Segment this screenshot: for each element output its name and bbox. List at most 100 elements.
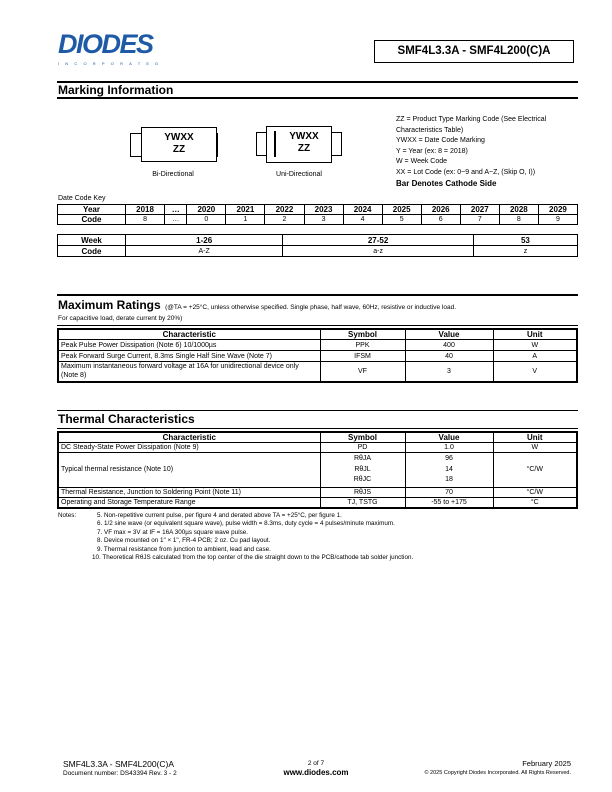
marking-legend: ZZ = Product Type Marking Code (See Elec…	[396, 115, 546, 189]
col-header: Characteristic	[57, 431, 321, 443]
value: 70	[404, 486, 494, 498]
cell: 2021	[225, 204, 266, 215]
cell: 8	[498, 214, 539, 225]
footer-part: SMF4L3.3A - SMF4L200(C)A	[63, 759, 175, 769]
cell: 2027	[459, 204, 500, 215]
footer-page: 2 of 7	[307, 760, 325, 767]
cell: 2025	[381, 204, 422, 215]
value: 1.0	[404, 442, 494, 453]
section-divider	[57, 410, 578, 411]
section-divider	[57, 428, 578, 429]
date-code-key-label: Date Code Key	[58, 195, 106, 202]
characteristic: Peak Pulse Power Dissipation (Note 6) 10…	[57, 339, 321, 351]
cell: 1-26	[124, 234, 284, 246]
value-line: 18	[445, 476, 453, 483]
note-item: 5. Non-repetitive current pulse, per fig…	[97, 512, 342, 519]
thermal-heading: Thermal Characteristics	[58, 412, 195, 426]
footer-url[interactable]: www.diodes.com	[283, 768, 349, 777]
value: -55 to +175	[404, 496, 494, 508]
note-item: 8. Device mounted on 1" × 1", FR-4 PCB; …	[97, 537, 271, 545]
cell: 7	[459, 214, 500, 225]
col-header: Unit	[492, 328, 578, 340]
max-ratings-condition: (@TA = +25°C, unless otherwise specified…	[165, 304, 457, 311]
cell: 1	[225, 214, 266, 225]
value-line: 14	[445, 465, 453, 473]
table-row: DC Steady-State Power Dissipation (Note …	[57, 442, 578, 453]
cell: 4	[342, 214, 383, 225]
cell: 27-52	[282, 234, 474, 246]
cell: …	[164, 214, 188, 225]
legend-line: Characteristics Table)	[396, 126, 464, 134]
cell: 2023	[303, 204, 344, 215]
row-label: Year	[57, 204, 126, 215]
logo-subtext: INCORPORATED	[58, 61, 165, 66]
logo-text: DIODES	[58, 29, 154, 59]
section-divider	[57, 81, 578, 83]
table-row: Thermal Resistance, Junction to Solderin…	[57, 486, 578, 498]
characteristic: Operating and Storage Temperature Range	[57, 496, 321, 508]
cell: a-z	[282, 245, 474, 257]
cell: z	[472, 245, 579, 257]
value: 96 14 18	[404, 452, 494, 488]
cell: A-Z	[124, 245, 284, 257]
cell: 8	[124, 214, 166, 225]
marking-line1: YWXX	[289, 131, 319, 142]
legend-line: W = Week Code	[396, 158, 448, 165]
section-divider	[57, 294, 578, 296]
uni-directional-caption: Uni-Directional	[276, 171, 322, 178]
cell: 0	[186, 214, 227, 225]
row-label: Code	[57, 214, 126, 225]
symbol-line: RθJL	[354, 465, 371, 473]
marking-line2: ZZ	[172, 144, 186, 155]
table-row: Peak Pulse Power Dissipation (Note 6) 10…	[57, 339, 578, 351]
symbol-line: RθJA	[353, 455, 372, 462]
col-header: Unit	[492, 431, 578, 443]
header-row: Characteristic Symbol Value Unit	[57, 431, 578, 443]
notes-label: Notes:	[58, 512, 77, 519]
footer-left: SMF4L3.3A - SMF4L200(C)A Document number…	[63, 759, 177, 778]
year-code-table: Year 2018… 2020 2021 2022 2023 2024 2025 2026 20…	[57, 204, 579, 225]
legend-line: XX = Lot Code (ex: 0~9 and A~Z, (Skip O,…	[396, 168, 536, 176]
footer-doc-number: Document number: DS43394 Rev. 3 - 2	[63, 770, 177, 777]
header-row: Characteristic Symbol Value Unit	[57, 328, 578, 340]
symbol: VF	[319, 361, 406, 382]
cell: 2026	[420, 204, 461, 215]
symbol: TJ, TSTG	[319, 496, 406, 508]
characteristic: Thermal Resistance, Junction to Solderin…	[57, 486, 321, 498]
col-header: Symbol	[319, 328, 406, 340]
unit: V	[492, 361, 578, 382]
thermal-table: Characteristic Symbol Value Unit DC Steady-…	[57, 431, 578, 509]
bi-directional-caption: Bi-Directional	[152, 171, 194, 178]
symbol: PPK	[319, 339, 406, 351]
cell: 9	[537, 214, 579, 225]
symbol-line: RθJC	[353, 476, 372, 483]
note-item: 7. VF max = 3V at IF = 16A 300µs square …	[97, 528, 248, 536]
table-row: Operating and Storage Temperature Range T…	[57, 496, 578, 508]
footer-center: 2 of 7 www.diodes.com	[256, 759, 376, 778]
cell: 53	[472, 234, 579, 246]
cell: 2018	[124, 204, 166, 215]
unit: W	[492, 339, 578, 351]
max-ratings-condition2: For capacitive load, derate current by 2…	[58, 315, 183, 322]
unit: °C/W	[492, 452, 578, 488]
col-header: Value	[404, 328, 494, 340]
unit: A	[492, 350, 578, 362]
cell: 3	[303, 214, 344, 225]
table-row: Typical thermal resistance (Note 10) RθJ…	[57, 452, 578, 488]
legend-line: YWXX = Date Code Marking	[396, 137, 485, 144]
max-ratings-heading: Maximum Ratings	[58, 298, 161, 312]
unit: W	[492, 442, 578, 453]
marking-heading: Marking Information	[58, 83, 174, 97]
col-header: Characteristic	[57, 328, 321, 340]
col-header: Symbol	[319, 431, 406, 443]
diodes-logo: DIODES INCORPORATED	[58, 28, 168, 68]
marking-line1: YWXX	[164, 132, 194, 143]
cathode-bar	[274, 131, 276, 157]
marking-line2: ZZ	[297, 143, 311, 154]
value-line: 96	[445, 455, 453, 462]
cell: 6	[420, 214, 461, 225]
cell: 2028	[498, 204, 539, 215]
notes-list: 5. Non-repetitive current pulse, per fig…	[92, 512, 413, 562]
unit: °C/W	[492, 486, 578, 498]
code-row: Code 8… 0 1 2 3 4 5 6 7 8 9	[57, 214, 579, 225]
